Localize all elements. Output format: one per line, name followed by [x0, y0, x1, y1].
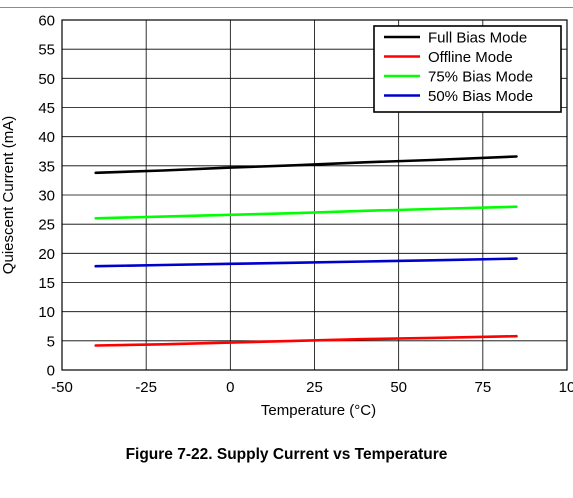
- x-axis-label: Temperature (°C): [261, 402, 376, 419]
- series-line-4: [94, 257, 518, 268]
- x-tick-label: 50: [390, 379, 407, 396]
- y-tick-label: 15: [38, 275, 55, 292]
- series-line-3: [94, 205, 518, 220]
- y-tick-label: 50: [38, 71, 55, 88]
- y-axis-ticks: 0 5 10 15 20 25 30 35 40 45 50 55 60: [38, 13, 55, 380]
- x-tick-label: 0: [226, 379, 234, 396]
- x-tick-label: -50: [51, 379, 73, 396]
- y-tick-label: 10: [38, 304, 55, 321]
- y-tick-label: 60: [38, 13, 55, 30]
- x-tick-label: 25: [306, 379, 323, 396]
- legend-box: [373, 25, 562, 113]
- legend-label: 50% Bias Mode: [428, 88, 533, 105]
- y-tick-label: 35: [38, 158, 55, 175]
- series-line-1: [94, 155, 518, 175]
- y-tick-label: 0: [47, 363, 55, 380]
- y-tick-label: 25: [38, 217, 55, 234]
- y-tick-label: 20: [38, 246, 55, 263]
- plot-frame: [61, 19, 568, 371]
- x-tick-label: 10: [559, 379, 573, 396]
- y-tick-label: 5: [47, 333, 55, 350]
- series-line-2: [94, 334, 518, 347]
- y-tick-label: 30: [38, 188, 55, 205]
- x-tick-label: 75: [474, 379, 491, 396]
- y-tick-label: 45: [38, 100, 55, 117]
- series-layer: [94, 155, 518, 347]
- legend-label: 75% Bias Mode: [428, 69, 533, 86]
- legend-label: Full Bias Mode: [428, 30, 527, 47]
- line-chart: 0 5 10 15 20 25 30 35 40 45 50 55 60 -50 -25 0 25 50 75 10…: [0, 13, 573, 420]
- figure-caption: Figure 7-22. Supply Current vs Temperatu…: [125, 446, 448, 463]
- y-axis-label: Quiescent Current (mA): [0, 116, 17, 274]
- y-tick-label: 55: [38, 42, 55, 59]
- top-rule: [0, 7, 573, 8]
- legend-label: Offline Mode: [428, 49, 513, 66]
- x-axis-ticks: -50 -25 0 25 50 75 10: [51, 379, 573, 396]
- x-tick-label: -25: [135, 379, 157, 396]
- legend: Full Bias Mode Offline Mode 75% Bias Mode 5…: [373, 25, 562, 113]
- y-tick-label: 40: [38, 129, 55, 146]
